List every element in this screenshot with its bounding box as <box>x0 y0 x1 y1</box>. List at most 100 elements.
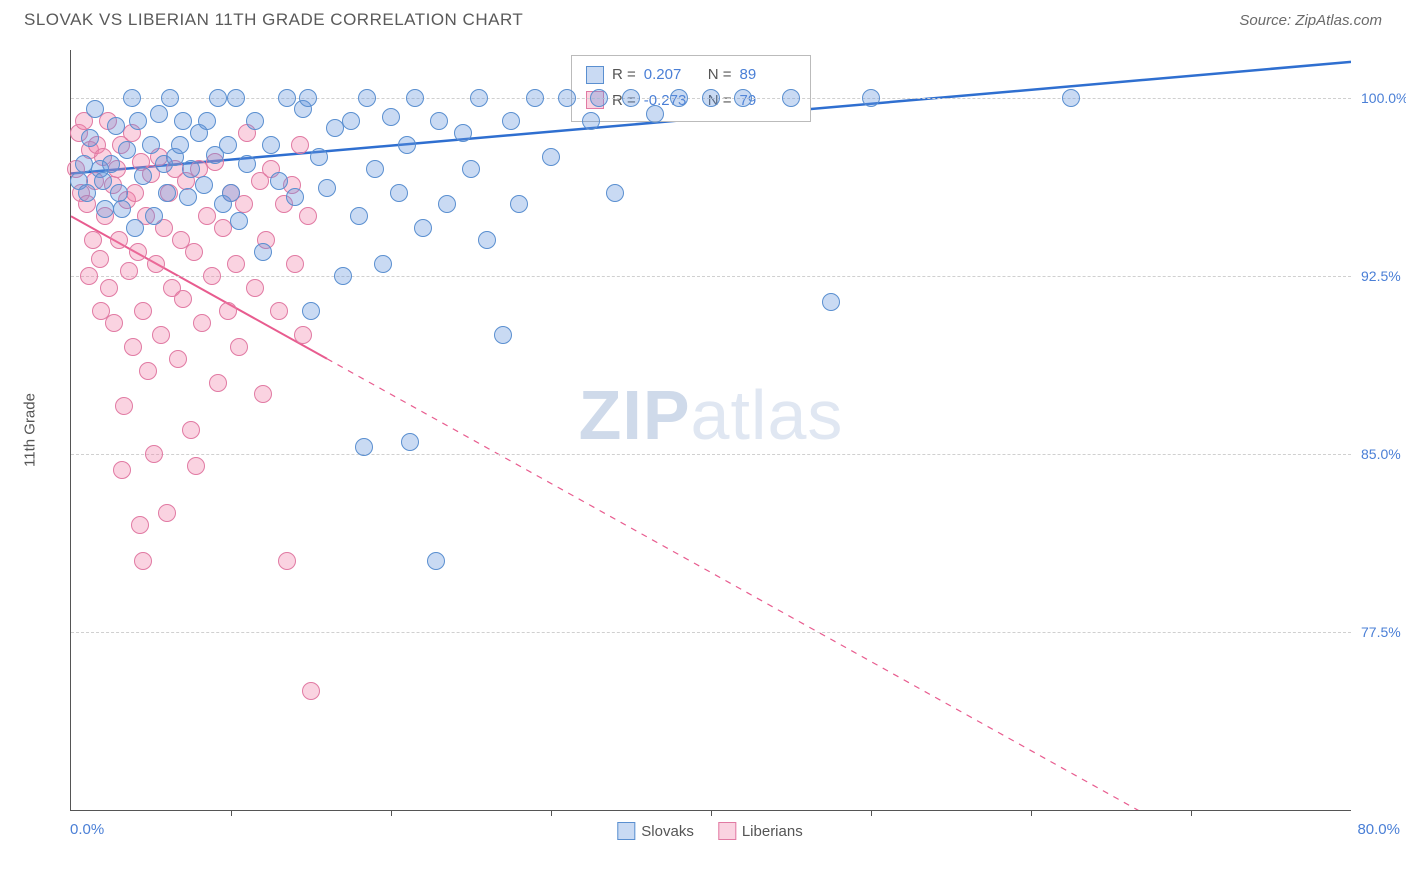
y-axis-title: 11th Grade <box>22 393 39 467</box>
x-tick <box>551 810 552 816</box>
point-slovaks <box>134 167 152 185</box>
point-slovaks <box>382 108 400 126</box>
point-slovaks <box>158 184 176 202</box>
stats-row-liberians: R = -0.273 N = 79 <box>586 88 796 114</box>
point-slovaks <box>782 89 800 107</box>
point-liberians <box>139 362 157 380</box>
point-slovaks <box>606 184 624 202</box>
point-slovaks <box>427 552 445 570</box>
point-slovaks <box>230 212 248 230</box>
point-liberians <box>120 262 138 280</box>
point-liberians <box>169 350 187 368</box>
point-slovaks <box>246 112 264 130</box>
point-slovaks <box>406 89 424 107</box>
source-prefix: Source: <box>1239 12 1295 29</box>
point-liberians <box>145 445 163 463</box>
y-tick-label: 92.5% <box>1361 268 1401 284</box>
point-liberians <box>198 207 216 225</box>
point-liberians <box>286 255 304 273</box>
point-liberians <box>129 243 147 261</box>
point-liberians <box>110 231 128 249</box>
point-slovaks <box>582 112 600 130</box>
point-slovaks <box>161 89 179 107</box>
point-slovaks <box>110 184 128 202</box>
trend-line <box>327 359 1351 810</box>
point-liberians <box>115 397 133 415</box>
point-liberians <box>291 136 309 154</box>
point-slovaks <box>102 155 120 173</box>
swatch-slovaks <box>586 66 604 84</box>
point-slovaks <box>302 302 320 320</box>
point-slovaks <box>270 172 288 190</box>
point-slovaks <box>78 184 96 202</box>
point-slovaks <box>462 160 480 178</box>
point-liberians <box>219 302 237 320</box>
x-tick <box>711 810 712 816</box>
point-liberians <box>134 302 152 320</box>
point-slovaks <box>107 117 125 135</box>
point-liberians <box>131 516 149 534</box>
point-liberians <box>299 207 317 225</box>
grid-line <box>71 632 1351 633</box>
point-liberians <box>246 279 264 297</box>
point-liberians <box>187 457 205 475</box>
point-liberians <box>126 184 144 202</box>
r-value-slovaks: 0.207 <box>644 62 700 88</box>
swatch-slovaks-legend <box>617 822 635 840</box>
point-liberians <box>294 326 312 344</box>
point-slovaks <box>510 195 528 213</box>
x-tick <box>1191 810 1192 816</box>
point-slovaks <box>342 112 360 130</box>
point-slovaks <box>126 219 144 237</box>
correlation-chart: ZIPatlas R = 0.207 N = 89 R = -0.273 N =… <box>70 50 1350 810</box>
correlation-stats-box: R = 0.207 N = 89 R = -0.273 N = 79 <box>571 55 811 122</box>
point-slovaks <box>438 195 456 213</box>
point-slovaks <box>113 200 131 218</box>
point-slovaks <box>646 105 664 123</box>
n-label: N = <box>708 62 732 88</box>
point-slovaks <box>129 112 147 130</box>
point-slovaks <box>123 89 141 107</box>
point-liberians <box>100 279 118 297</box>
point-slovaks <box>222 184 240 202</box>
point-slovaks <box>401 433 419 451</box>
point-liberians <box>174 290 192 308</box>
point-liberians <box>91 250 109 268</box>
point-liberians <box>302 682 320 700</box>
point-slovaks <box>398 136 416 154</box>
point-slovaks <box>526 89 544 107</box>
point-slovaks <box>179 188 197 206</box>
stats-row-slovaks: R = 0.207 N = 89 <box>586 62 796 88</box>
point-liberians <box>134 552 152 570</box>
point-slovaks <box>862 89 880 107</box>
point-slovaks <box>542 148 560 166</box>
point-liberians <box>185 243 203 261</box>
point-liberians <box>147 255 165 273</box>
point-slovaks <box>182 160 200 178</box>
point-slovaks <box>366 160 384 178</box>
n-value-slovaks: 89 <box>740 62 796 88</box>
x-tick <box>1031 810 1032 816</box>
point-liberians <box>270 302 288 320</box>
point-slovaks <box>478 231 496 249</box>
point-slovaks <box>414 219 432 237</box>
point-slovaks <box>195 176 213 194</box>
point-liberians <box>230 338 248 356</box>
legend-item-slovaks: Slovaks <box>617 822 694 840</box>
legend-label-liberians: Liberians <box>742 823 803 840</box>
point-slovaks <box>318 179 336 197</box>
point-slovaks <box>470 89 488 107</box>
point-slovaks <box>145 207 163 225</box>
point-slovaks <box>1062 89 1080 107</box>
point-slovaks <box>142 136 160 154</box>
x-axis-max-label: 80.0% <box>1357 821 1400 838</box>
point-slovaks <box>430 112 448 130</box>
point-liberians <box>182 421 200 439</box>
x-tick <box>871 810 872 816</box>
watermark: ZIPatlas <box>579 375 844 455</box>
point-slovaks <box>118 141 136 159</box>
point-liberians <box>80 267 98 285</box>
point-slovaks <box>702 89 720 107</box>
point-slovaks <box>94 172 112 190</box>
point-slovaks <box>150 105 168 123</box>
